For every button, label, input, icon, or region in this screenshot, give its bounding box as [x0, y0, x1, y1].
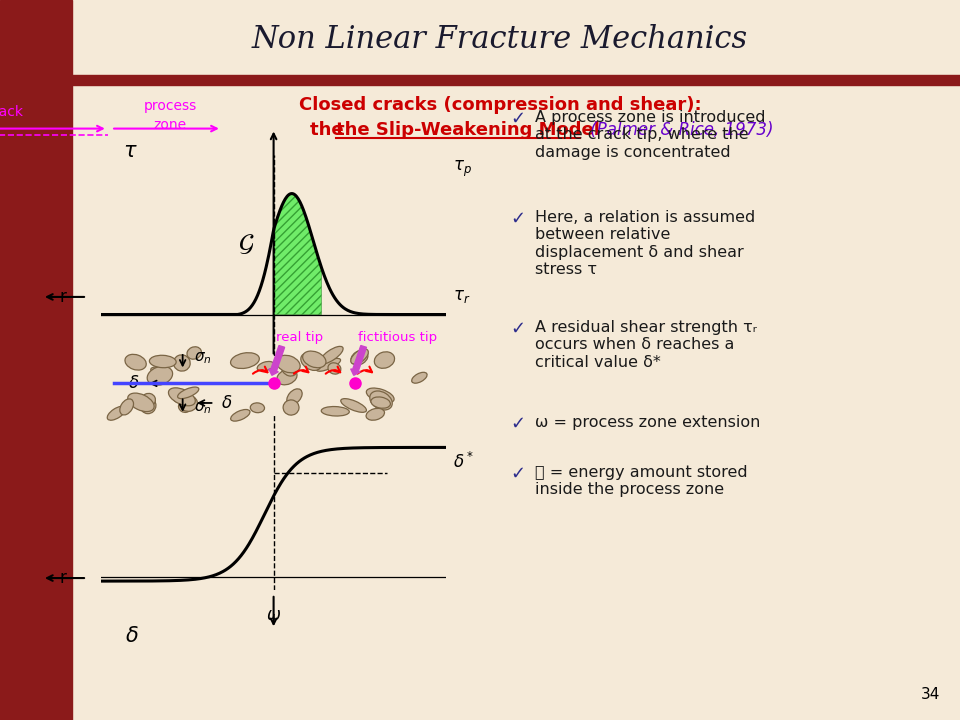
Ellipse shape — [230, 353, 259, 369]
Text: real  crack: real crack — [0, 106, 23, 120]
Ellipse shape — [125, 354, 146, 370]
Text: ω = process zone extension: ω = process zone extension — [535, 415, 760, 430]
Ellipse shape — [366, 408, 385, 420]
Text: Closed cracks (compression and shear):: Closed cracks (compression and shear): — [299, 96, 702, 114]
Text: 𝒢 = energy amount stored
inside the process zone: 𝒢 = energy amount stored inside the proc… — [535, 465, 748, 498]
Ellipse shape — [374, 352, 395, 369]
Text: $\delta$: $\delta$ — [125, 626, 139, 646]
Ellipse shape — [276, 369, 297, 384]
Text: $\delta^*$: $\delta^*$ — [453, 451, 474, 472]
Text: fictitious tip: fictitious tip — [358, 331, 437, 344]
Text: the Slip-Weakening Model: the Slip-Weakening Model — [336, 121, 600, 139]
Text: $\sigma_n$: $\sigma_n$ — [194, 351, 212, 366]
Bar — [0, 0, 72, 720]
Ellipse shape — [283, 400, 299, 415]
Ellipse shape — [322, 407, 349, 416]
Ellipse shape — [147, 366, 173, 385]
Ellipse shape — [302, 351, 326, 368]
Ellipse shape — [412, 372, 427, 383]
Text: ✓: ✓ — [510, 320, 525, 338]
Text: ✓: ✓ — [510, 415, 525, 433]
Text: ✓: ✓ — [510, 110, 525, 128]
Text: Non Linear Fracture Mechanics: Non Linear Fracture Mechanics — [252, 24, 748, 55]
Ellipse shape — [150, 355, 177, 368]
Ellipse shape — [320, 346, 343, 364]
Ellipse shape — [179, 400, 191, 413]
Ellipse shape — [230, 410, 250, 421]
Text: A process zone is introduced
at the crack tip, where the
damage is concentrated: A process zone is introduced at the crac… — [535, 110, 765, 160]
Text: real tip: real tip — [276, 331, 323, 344]
Ellipse shape — [187, 347, 202, 359]
Text: ✓: ✓ — [510, 465, 525, 483]
Ellipse shape — [351, 351, 368, 365]
Text: zone: zone — [154, 117, 186, 132]
Text: (Palmer & Rice, 1973): (Palmer & Rice, 1973) — [585, 121, 774, 139]
Ellipse shape — [251, 403, 265, 413]
Ellipse shape — [108, 406, 126, 420]
Text: the: the — [310, 121, 349, 139]
FancyArrow shape — [350, 346, 367, 375]
Ellipse shape — [174, 355, 190, 371]
Text: $\delta$: $\delta$ — [128, 374, 139, 392]
Ellipse shape — [173, 391, 187, 402]
Ellipse shape — [370, 391, 393, 410]
Ellipse shape — [140, 397, 156, 414]
Ellipse shape — [350, 349, 369, 364]
Text: $\sigma_n$: $\sigma_n$ — [194, 401, 212, 416]
Text: $\tau_r$: $\tau_r$ — [453, 287, 470, 305]
Ellipse shape — [151, 367, 170, 378]
Text: $\omega$: $\omega$ — [266, 606, 281, 624]
Ellipse shape — [276, 355, 300, 373]
Ellipse shape — [168, 388, 195, 406]
Ellipse shape — [281, 359, 298, 376]
Ellipse shape — [341, 399, 367, 413]
Ellipse shape — [141, 393, 156, 407]
Text: $\mathcal{G}$: $\mathcal{G}$ — [238, 232, 254, 256]
Ellipse shape — [367, 388, 395, 403]
Text: r: r — [60, 569, 66, 587]
Ellipse shape — [328, 363, 341, 374]
Ellipse shape — [371, 397, 391, 408]
Ellipse shape — [300, 353, 322, 370]
Ellipse shape — [128, 393, 155, 412]
Text: $\tau$: $\tau$ — [123, 140, 138, 161]
Ellipse shape — [257, 361, 274, 371]
Text: process: process — [143, 99, 197, 114]
Text: 34: 34 — [921, 687, 940, 702]
Ellipse shape — [180, 396, 198, 411]
Text: $\delta$: $\delta$ — [222, 394, 232, 412]
Ellipse shape — [120, 399, 133, 415]
Ellipse shape — [178, 387, 199, 399]
Text: r: r — [60, 288, 66, 306]
Text: Here, a relation is assumed
between relative
displacement δ and shear
stress τ: Here, a relation is assumed between rela… — [535, 210, 756, 277]
Ellipse shape — [287, 389, 302, 405]
Text: ✓: ✓ — [510, 210, 525, 228]
Text: Corso di "Leggi costitutive dei geomateriali" – Novembre 2005
Dottorato di ricer: Corso di "Leggi costitutive dei geomater… — [26, 219, 46, 501]
Ellipse shape — [316, 359, 341, 372]
FancyArrow shape — [269, 346, 284, 375]
Text: A residual shear strength τᵣ
occurs when δ reaches a
critical value δ*: A residual shear strength τᵣ occurs when… — [535, 320, 756, 370]
Bar — [72, 75, 960, 85]
Text: $\tau_p$: $\tau_p$ — [453, 159, 472, 179]
